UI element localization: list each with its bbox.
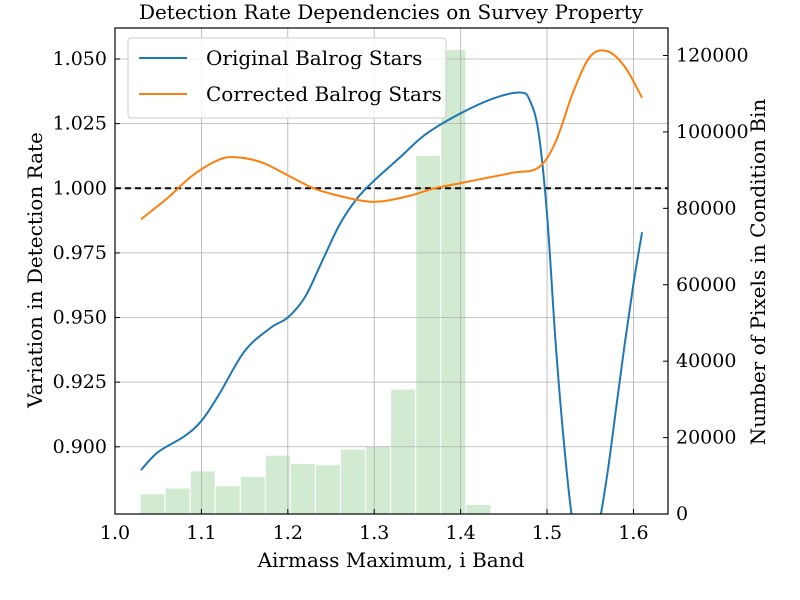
x-axis-label: Airmass Maximum, i Band [257,548,525,572]
y-axis-label: Variation in Detection Rate [23,132,47,409]
y2-tick-label: 60000 [676,274,736,296]
series-line-corrected [140,49,643,221]
plot-frame [114,27,669,515]
histogram-bar [440,48,467,515]
histogram [139,48,492,515]
y-tick-label: 0.925 [53,371,107,393]
x-tick-label: 1.0 [100,522,130,544]
x-tick-label: 1.3 [359,522,389,544]
y2-axis-ticks: 0 20000 40000 60000 80000 100000 120000 [663,45,749,525]
chart-title: Detection Rate Dependencies on Survey Pr… [139,0,644,24]
y2-axis-label: Number of Pixels in Condition Bin [746,99,770,446]
x-tick-label: 1.6 [618,522,648,544]
y-tick-label: 1.025 [53,113,107,135]
histogram-bar [365,445,392,515]
y-tick-label: 0.975 [53,242,107,264]
histogram-bar [340,448,367,515]
histogram-bar [390,388,417,515]
x-tick-label: 1.2 [273,522,303,544]
legend: Original Balrog Stars Corrected Balrog S… [127,37,447,119]
y-tick-label: 1.000 [53,177,107,199]
series-lines [140,49,644,514]
histogram-bar [415,154,442,515]
y-tick-label: 1.050 [53,48,107,70]
legend-box [127,37,447,119]
histogram-bar [164,487,191,515]
legend-label-original: Original Balrog Stars [206,46,422,70]
x-tick-label: 1.5 [532,522,562,544]
y-tick-label: 0.900 [53,436,107,458]
x-tick-label: 1.4 [446,522,476,544]
y2-tick-label: 80000 [676,197,736,219]
x-axis-ticks: 1.0 1.1 1.2 1.3 1.4 1.5 1.6 [100,509,649,544]
y2-tick-label: 100000 [676,121,749,143]
histogram-bar [264,454,291,515]
series-line-original [140,91,644,514]
y-axis-ticks: 0.900 0.925 0.950 0.975 1.000 1.025 1.050 [53,48,120,458]
histogram-bar [465,503,492,515]
y2-tick-label: 20000 [676,427,736,449]
histogram-bar [139,493,166,515]
histogram-bar [239,476,266,515]
y2-tick-label: 40000 [676,350,736,372]
x-tick-label: 1.1 [186,522,216,544]
y-tick-label: 0.950 [53,307,107,329]
legend-label-corrected: Corrected Balrog Stars [206,82,442,106]
histogram-bar [314,464,342,515]
histogram-bar [214,485,241,515]
y2-tick-label: 120000 [676,45,749,67]
histogram-bar [189,470,216,515]
histogram-bar [289,463,316,515]
y2-tick-label: 0 [676,503,688,525]
